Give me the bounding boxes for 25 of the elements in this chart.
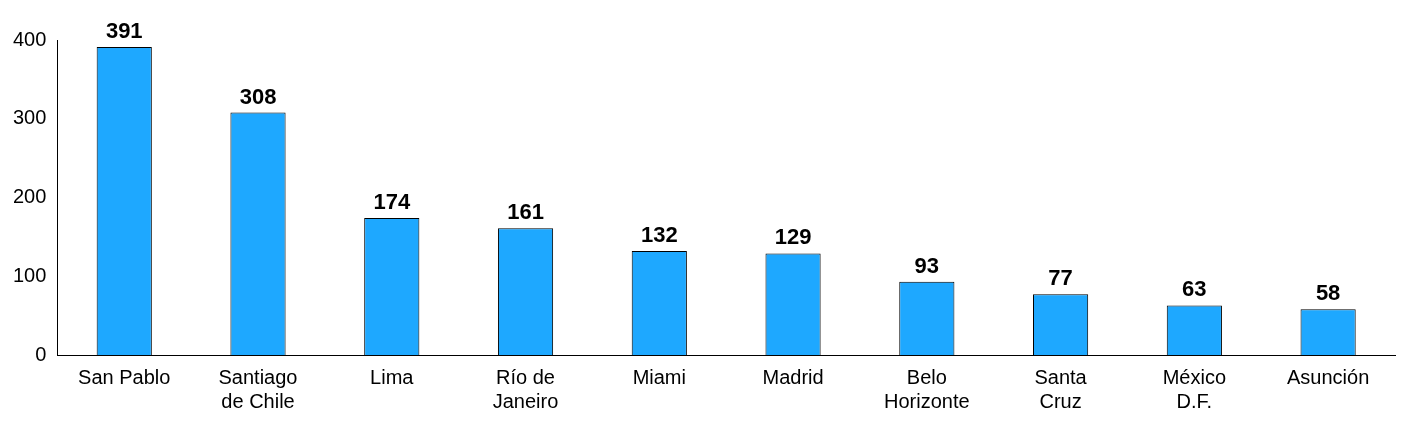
y-tick-label: 100 [12, 263, 47, 286]
data-label: 132 [640, 222, 678, 248]
x-tick-label: Belo Horizonte [884, 365, 970, 412]
data-label: 63 [1182, 276, 1207, 302]
x-tick-label: Santa Cruz [1034, 365, 1088, 412]
x-tick-label: Río de Janeiro [492, 365, 559, 412]
y-tick-label: 400 [12, 27, 47, 50]
data-label: 129 [774, 224, 812, 250]
x-tick-label: Lima [370, 365, 415, 388]
y-tick-label: 300 [12, 106, 47, 129]
y-tick-label: 0 [35, 342, 47, 365]
data-label: 93 [914, 252, 940, 278]
data-label: 308 [239, 83, 277, 109]
x-tick-label: Asunción [1286, 365, 1370, 388]
data-label: 391 [105, 18, 143, 44]
data-label: 77 [1048, 265, 1073, 291]
x-tick-label: Santiago de Chile [218, 365, 298, 412]
data-label: 161 [507, 199, 544, 225]
x-tick-label: Madrid [762, 365, 824, 388]
x-tick-label: México D.F. [1162, 365, 1227, 412]
y-tick-label: 200 [12, 185, 47, 208]
data-label: 58 [1315, 280, 1341, 306]
x-tick-label: Miami [632, 365, 686, 388]
data-label: 174 [373, 189, 411, 215]
x-tick-label: San Pablo [78, 365, 171, 388]
